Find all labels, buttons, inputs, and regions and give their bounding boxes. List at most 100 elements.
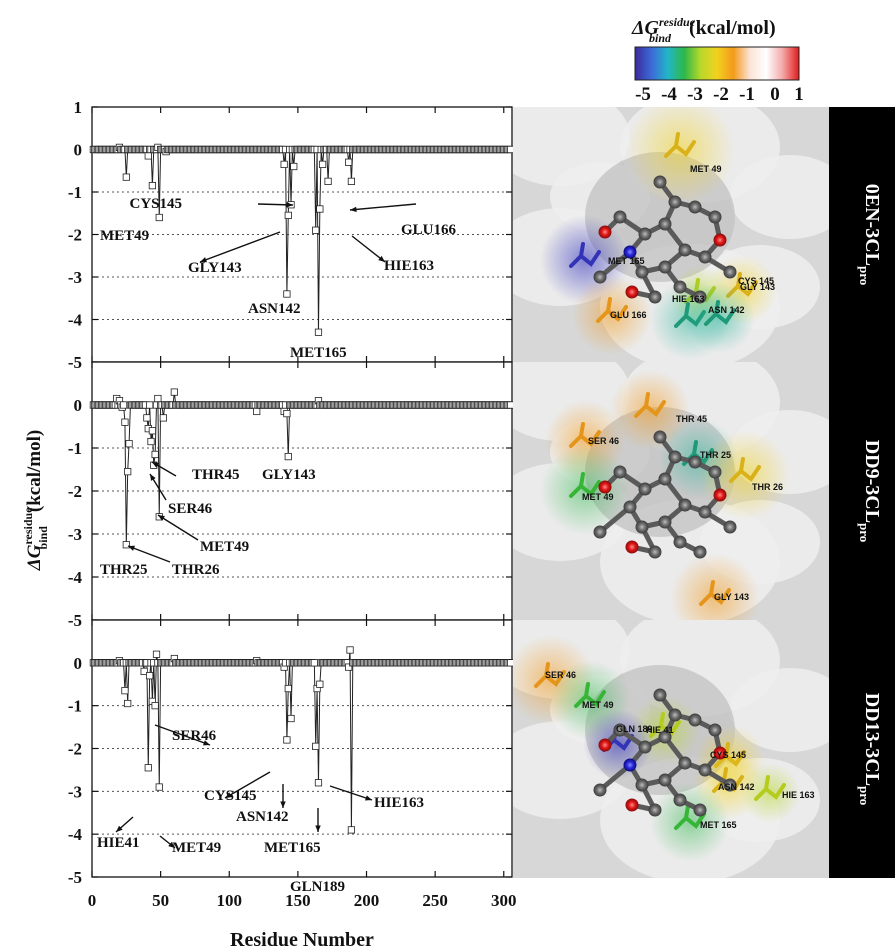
annotation-arrow (224, 771, 271, 799)
annotation-arrowhead (158, 515, 165, 521)
structure-residue-label: ASN 142 (708, 305, 745, 315)
annotation-arrowhead (200, 257, 207, 263)
surface-patch (730, 668, 829, 752)
data-point (346, 646, 354, 654)
residue-sticks (754, 775, 786, 801)
structure-residue-label: GLU 166 (610, 310, 647, 320)
ligand-atom (598, 738, 612, 752)
x-tick-label: 50 (152, 891, 169, 910)
data-point (507, 145, 515, 154)
residue-annotation: HIE41 (97, 835, 140, 851)
annotation-arrowhead (116, 825, 123, 832)
ligand-atom (713, 233, 727, 247)
data-point (152, 650, 161, 658)
structure-residue-label: CYS 145 (710, 750, 746, 760)
ligand-atom (598, 480, 612, 494)
structure-residue-label: SER 46 (545, 670, 576, 680)
structure-residue-label: MET 165 (700, 820, 737, 830)
ligand-atom (625, 285, 639, 299)
complex-label-sub: pro (857, 786, 872, 805)
ligand-atom (723, 265, 737, 279)
ligand-atom (708, 723, 722, 737)
annotation-arrowhead (168, 841, 175, 848)
ligand-atom (698, 250, 712, 264)
residue-sticks (569, 472, 601, 498)
structure-residue-label: CYS 145 (738, 276, 774, 286)
ligand-atom (653, 175, 667, 189)
side-label-box (829, 107, 895, 362)
residue-annotation: THR45 (192, 467, 240, 483)
data-point (148, 427, 156, 435)
colorbar-tick-label: -2 (713, 84, 729, 105)
y-tick-label: -5 (68, 868, 82, 887)
ligand-atom (678, 498, 692, 512)
residue-annotation: HIE163 (384, 258, 434, 274)
residue-sticks (569, 242, 601, 268)
ligand-atom (693, 803, 707, 817)
complex-label: DD13-3CLpro (857, 693, 883, 806)
annotation-arrowhead (225, 792, 232, 798)
data-point (125, 440, 133, 448)
data-point (148, 182, 156, 190)
residue-sticks (664, 132, 696, 158)
colorbar-gradient (634, 46, 800, 81)
annotation-arrowhead (286, 202, 293, 208)
data-point (284, 684, 292, 693)
ligand-atom (668, 450, 682, 464)
ligand-bond (597, 249, 633, 280)
data-point (144, 152, 152, 160)
colorbar-tick-label: -5 (635, 84, 651, 105)
ligand-atom (708, 210, 722, 224)
residue-annotation: CYS145 (129, 196, 182, 212)
ligand-atom (658, 472, 672, 486)
colorbar-tick-label: 1 (794, 84, 804, 105)
ligand-atom (698, 505, 712, 519)
data-point (151, 702, 159, 710)
annotation-arrowhead (315, 825, 321, 832)
ligand-atom (658, 730, 672, 744)
ligand-atom (658, 773, 672, 787)
structure-residue-label: THR 45 (676, 414, 707, 424)
data-point (287, 714, 295, 723)
data-point (140, 667, 148, 676)
data-point (347, 177, 356, 185)
residue-annotation: MET165 (264, 840, 321, 856)
data-point (146, 401, 154, 409)
side-label-box (829, 362, 895, 620)
y-tick-label: 0 (74, 141, 83, 160)
annotation-arrow (127, 545, 171, 563)
ligand-atom (698, 763, 712, 777)
y-label-sub: bind (36, 526, 50, 550)
surface-patch (730, 155, 829, 239)
ligand-atom (648, 290, 662, 304)
y-axis-label: ΔGresiduebind (kcal/mol) (21, 430, 50, 571)
structure-residue-label: GLY 143 (740, 282, 775, 292)
colorbar-title-sup: residue (659, 15, 696, 29)
structure-residue-label: MET 165 (608, 256, 645, 266)
data-point (124, 699, 132, 708)
annotation-arrow (199, 231, 281, 263)
complex-label: 0EN-3CLpro (857, 184, 883, 286)
data-point (312, 742, 320, 750)
y-label-main: ΔG (24, 544, 45, 571)
structure-residue-label: GLY 143 (714, 592, 749, 602)
data-point (283, 736, 291, 744)
y-tick-label: -2 (68, 740, 82, 759)
data-point (345, 158, 353, 166)
annotation-arrowhead (350, 206, 357, 213)
ligand-atom (688, 455, 702, 469)
data-point (284, 211, 292, 219)
annotation-arrowhead (150, 474, 156, 481)
colorbar-tick-label: 0 (770, 84, 780, 105)
y-label-unit: (kcal/mol) (24, 430, 45, 512)
structure-residue-label: HIE 163 (672, 294, 705, 304)
data-point (121, 687, 129, 695)
structure-residue-label: SER 46 (588, 436, 619, 446)
data-point (283, 409, 291, 418)
ligand-atom (658, 260, 672, 274)
residue-sticks (729, 457, 761, 483)
colorbar-tick-label: -1 (739, 84, 755, 105)
residue-annotation: GLY143 (262, 467, 316, 483)
